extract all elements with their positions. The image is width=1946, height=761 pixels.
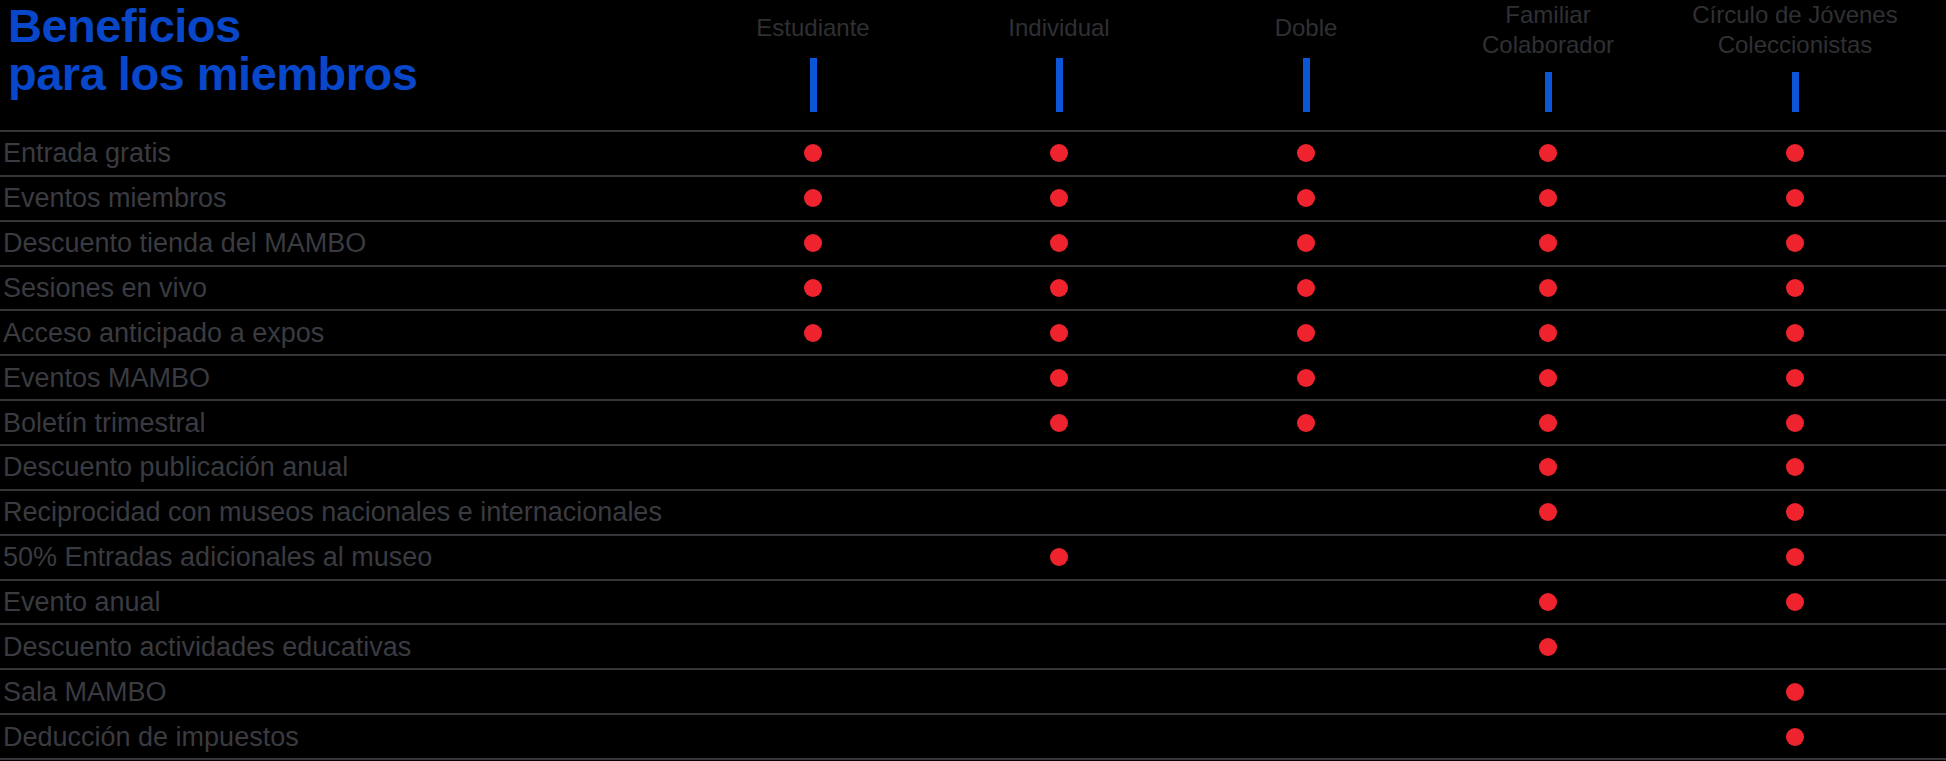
benefit-label: Sala MAMBO bbox=[3, 676, 167, 707]
benefit-label: Boletín trimestral bbox=[3, 407, 206, 438]
benefit-dot-circulo-de-jovenes-coleccionistas bbox=[1786, 279, 1804, 297]
benefit-dot-individual bbox=[1050, 414, 1068, 432]
benefit-dot-familiar-colaborador bbox=[1539, 279, 1557, 297]
benefit-dot-estudiante bbox=[804, 144, 822, 162]
benefit-dot-individual bbox=[1050, 324, 1068, 342]
benefit-dot-circulo-de-jovenes-coleccionistas bbox=[1786, 458, 1804, 476]
benefit-dot-doble bbox=[1297, 414, 1315, 432]
benefit-dot-estudiante bbox=[804, 279, 822, 297]
table-row: Evento anual bbox=[0, 579, 1946, 624]
benefit-dot-familiar-colaborador bbox=[1539, 593, 1557, 611]
benefit-dot-estudiante bbox=[804, 324, 822, 342]
benefit-dot-circulo-de-jovenes-coleccionistas bbox=[1786, 369, 1804, 387]
table-row: Sala MAMBO bbox=[0, 668, 1946, 713]
benefit-dot-circulo-de-jovenes-coleccionistas bbox=[1786, 728, 1804, 746]
table-row: Reciprocidad con museos nacionales e int… bbox=[0, 489, 1946, 534]
benefit-dot-familiar-colaborador bbox=[1539, 144, 1557, 162]
benefit-dot-individual bbox=[1050, 234, 1068, 252]
benefit-dot-circulo-de-jovenes-coleccionistas bbox=[1786, 414, 1804, 432]
benefit-dot-estudiante bbox=[804, 234, 822, 252]
benefit-dot-doble bbox=[1297, 234, 1315, 252]
benefit-dot-individual bbox=[1050, 144, 1068, 162]
table-row: Acceso anticipado a expos bbox=[0, 309, 1946, 354]
benefit-dot-doble bbox=[1297, 369, 1315, 387]
table-row: Descuento tienda del MAMBO bbox=[0, 220, 1946, 265]
benefit-dot-individual bbox=[1050, 548, 1068, 566]
benefit-dot-familiar-colaborador bbox=[1539, 324, 1557, 342]
benefit-dot-familiar-colaborador bbox=[1539, 503, 1557, 521]
benefit-label: Eventos MAMBO bbox=[3, 362, 210, 393]
page-title-line-1: Beneficios bbox=[8, 2, 417, 50]
benefit-dot-individual bbox=[1050, 189, 1068, 207]
benefit-label: 50% Entradas adicionales al museo bbox=[3, 542, 432, 573]
benefits-matrix: Beneficios para los miembros EstudianteI… bbox=[0, 0, 1946, 761]
benefit-dot-familiar-colaborador bbox=[1539, 638, 1557, 656]
benefit-dot-circulo-de-jovenes-coleccionistas bbox=[1786, 548, 1804, 566]
column-header-label: Coleccionistas bbox=[1635, 30, 1946, 60]
benefit-label: Reciprocidad con museos nacionales e int… bbox=[3, 497, 662, 528]
table-row: Descuento publicación anual bbox=[0, 444, 1946, 489]
page-title-line-2: para los miembros bbox=[8, 50, 417, 98]
benefit-label: Acceso anticipado a expos bbox=[3, 317, 324, 348]
column-tick-circulo-de-jovenes-coleccionistas bbox=[1792, 72, 1799, 112]
table-row: Sesiones en vivo bbox=[0, 265, 1946, 310]
table-row: Boletín trimestral bbox=[0, 399, 1946, 444]
benefit-dot-familiar-colaborador bbox=[1539, 458, 1557, 476]
benefit-dot-circulo-de-jovenes-coleccionistas bbox=[1786, 324, 1804, 342]
table-row: Eventos MAMBO bbox=[0, 354, 1946, 399]
column-tick-doble bbox=[1303, 58, 1310, 112]
benefit-label: Entrada gratis bbox=[3, 138, 171, 169]
table-row: Eventos miembros bbox=[0, 175, 1946, 220]
benefit-dot-estudiante bbox=[804, 189, 822, 207]
benefit-dot-doble bbox=[1297, 279, 1315, 297]
column-tick-estudiante bbox=[810, 58, 817, 112]
benefits-table: Entrada gratis Eventos miembros Descuento … bbox=[0, 130, 1946, 760]
column-tick-individual bbox=[1056, 58, 1063, 112]
column-tick-familiar-colaborador bbox=[1545, 72, 1552, 112]
benefit-dot-circulo-de-jovenes-coleccionistas bbox=[1786, 683, 1804, 701]
benefit-label: Evento anual bbox=[3, 587, 161, 618]
table-row: Descuento actividades educativas bbox=[0, 623, 1946, 668]
table-row: Deducción de impuestos bbox=[0, 713, 1946, 758]
benefit-label: Eventos miembros bbox=[3, 183, 227, 214]
benefit-dot-individual bbox=[1050, 279, 1068, 297]
benefit-label: Sesiones en vivo bbox=[3, 273, 207, 304]
benefit-dot-circulo-de-jovenes-coleccionistas bbox=[1786, 503, 1804, 521]
benefit-dot-doble bbox=[1297, 189, 1315, 207]
benefit-dot-circulo-de-jovenes-coleccionistas bbox=[1786, 234, 1804, 252]
benefit-dot-familiar-colaborador bbox=[1539, 369, 1557, 387]
benefit-dot-doble bbox=[1297, 144, 1315, 162]
benefit-dot-circulo-de-jovenes-coleccionistas bbox=[1786, 144, 1804, 162]
benefit-label: Descuento actividades educativas bbox=[3, 631, 411, 662]
table-row: Entrada gratis bbox=[0, 130, 1946, 175]
benefit-dot-familiar-colaborador bbox=[1539, 189, 1557, 207]
benefit-dot-familiar-colaborador bbox=[1539, 234, 1557, 252]
benefit-label: Deducción de impuestos bbox=[3, 721, 299, 752]
page-title: Beneficios para los miembros bbox=[8, 2, 417, 98]
benefit-dot-circulo-de-jovenes-coleccionistas bbox=[1786, 593, 1804, 611]
benefit-dot-circulo-de-jovenes-coleccionistas bbox=[1786, 189, 1804, 207]
benefit-dot-familiar-colaborador bbox=[1539, 414, 1557, 432]
table-row: 50% Entradas adicionales al museo bbox=[0, 534, 1946, 579]
benefit-label: Descuento publicación anual bbox=[3, 452, 348, 483]
benefit-label: Descuento tienda del MAMBO bbox=[3, 228, 366, 259]
benefit-dot-individual bbox=[1050, 369, 1068, 387]
column-header-label: Círculo de Jóvenes bbox=[1635, 0, 1946, 30]
benefit-dot-doble bbox=[1297, 324, 1315, 342]
column-header-circulo-de-jovenes-coleccionistas: Círculo de JóvenesColeccionistas bbox=[1635, 0, 1946, 60]
